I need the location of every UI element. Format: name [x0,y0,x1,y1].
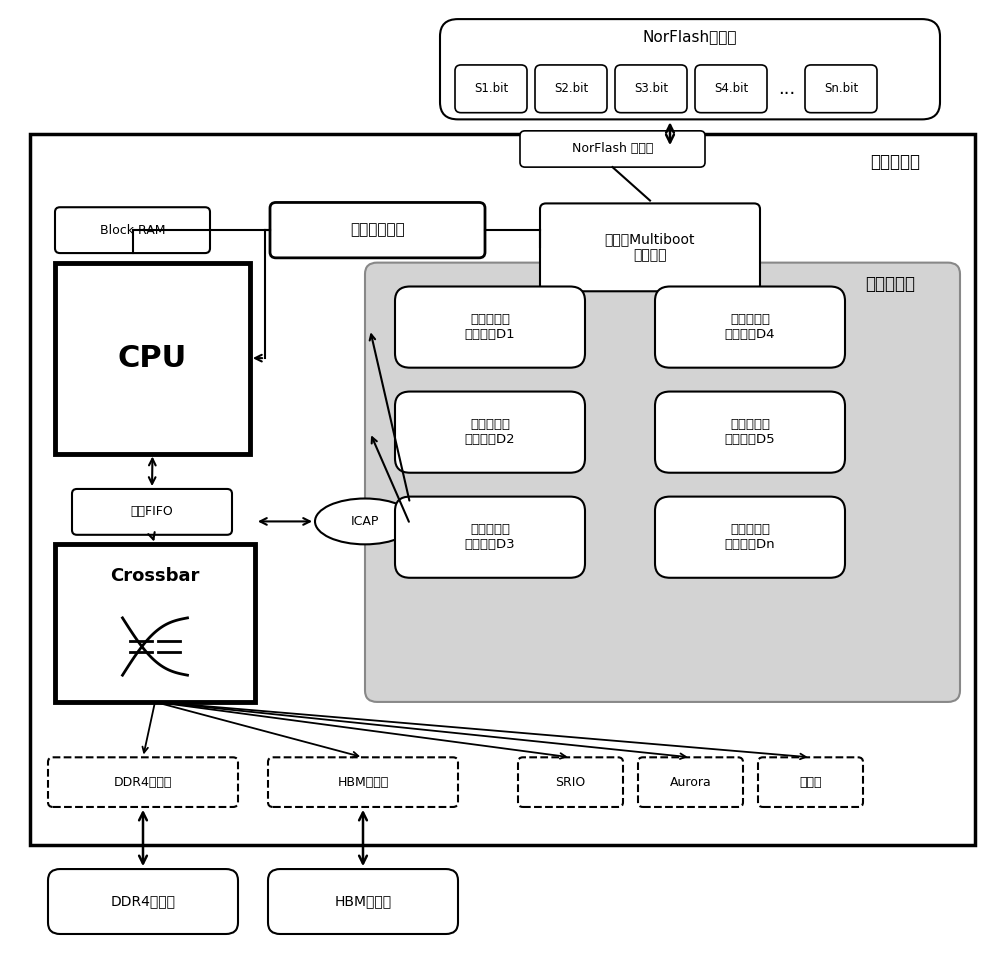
Text: Crossbar: Crossbar [110,567,200,584]
Bar [30,134,975,845]
FancyBboxPatch shape [395,497,585,578]
Text: SRIO: SRIO [555,775,586,789]
FancyBboxPatch shape [395,286,585,368]
Text: 以太网: 以太网 [799,775,822,789]
FancyBboxPatch shape [48,757,238,807]
Text: Sn.bit: Sn.bit [824,82,858,96]
Text: 用户自定义
逻辑模块Dn: 用户自定义 逻辑模块Dn [725,523,775,551]
Text: HBM存储器: HBM存储器 [334,895,392,908]
Text: DDR4存储器: DDR4存储器 [111,895,176,908]
Text: 静态区Multiboot
控制单元: 静态区Multiboot 控制单元 [605,232,695,263]
Text: Block RAM: Block RAM [100,223,165,237]
Text: S4.bit: S4.bit [714,82,748,96]
FancyBboxPatch shape [268,869,458,934]
Text: 用户自定义
逻辑模块D5: 用户自定义 逻辑模块D5 [725,418,775,446]
Text: S1.bit: S1.bit [474,82,508,96]
Text: 用户自定义
逻辑模块D3: 用户自定义 逻辑模块D3 [465,523,515,551]
Text: 静态逻辑区: 静态逻辑区 [870,154,920,171]
FancyBboxPatch shape [805,65,877,113]
FancyBboxPatch shape [440,19,940,119]
FancyBboxPatch shape [48,869,238,934]
Text: 动态时钟单元: 动态时钟单元 [350,223,405,238]
FancyBboxPatch shape [695,65,767,113]
Text: DDR4控制器: DDR4控制器 [114,775,172,789]
Bar [55,544,255,702]
FancyBboxPatch shape [540,203,760,291]
Text: 用户自定义
逻辑模块D1: 用户自定义 逻辑模块D1 [465,313,515,341]
FancyBboxPatch shape [455,65,527,113]
FancyBboxPatch shape [518,757,623,807]
Text: NorFlash 控制器: NorFlash 控制器 [572,142,653,156]
Bar [55,263,250,454]
Ellipse shape [315,499,415,544]
FancyBboxPatch shape [638,757,743,807]
FancyBboxPatch shape [268,757,458,807]
Text: ICAP: ICAP [351,515,379,528]
FancyBboxPatch shape [72,489,232,535]
FancyBboxPatch shape [655,286,845,368]
FancyBboxPatch shape [655,392,845,473]
FancyBboxPatch shape [55,207,210,253]
Text: Aurora: Aurora [670,775,711,789]
FancyBboxPatch shape [535,65,607,113]
Text: HBM控制器: HBM控制器 [337,775,389,789]
FancyBboxPatch shape [365,263,960,702]
Text: 用户自定义
逻辑模块D4: 用户自定义 逻辑模块D4 [725,313,775,341]
Text: S2.bit: S2.bit [554,82,588,96]
FancyBboxPatch shape [395,392,585,473]
FancyBboxPatch shape [655,497,845,578]
Text: 用户自定义
逻辑模块D2: 用户自定义 逻辑模块D2 [465,418,515,446]
FancyBboxPatch shape [270,202,485,258]
Text: 异步FIFO: 异步FIFO [131,505,173,519]
FancyBboxPatch shape [520,131,705,167]
FancyBboxPatch shape [758,757,863,807]
FancyBboxPatch shape [615,65,687,113]
Text: ...: ... [778,80,796,97]
Text: S3.bit: S3.bit [634,82,668,96]
Text: CPU: CPU [118,344,187,372]
Text: 动态逻辑区: 动态逻辑区 [865,275,915,292]
Text: NorFlash存储器: NorFlash存储器 [643,29,737,44]
